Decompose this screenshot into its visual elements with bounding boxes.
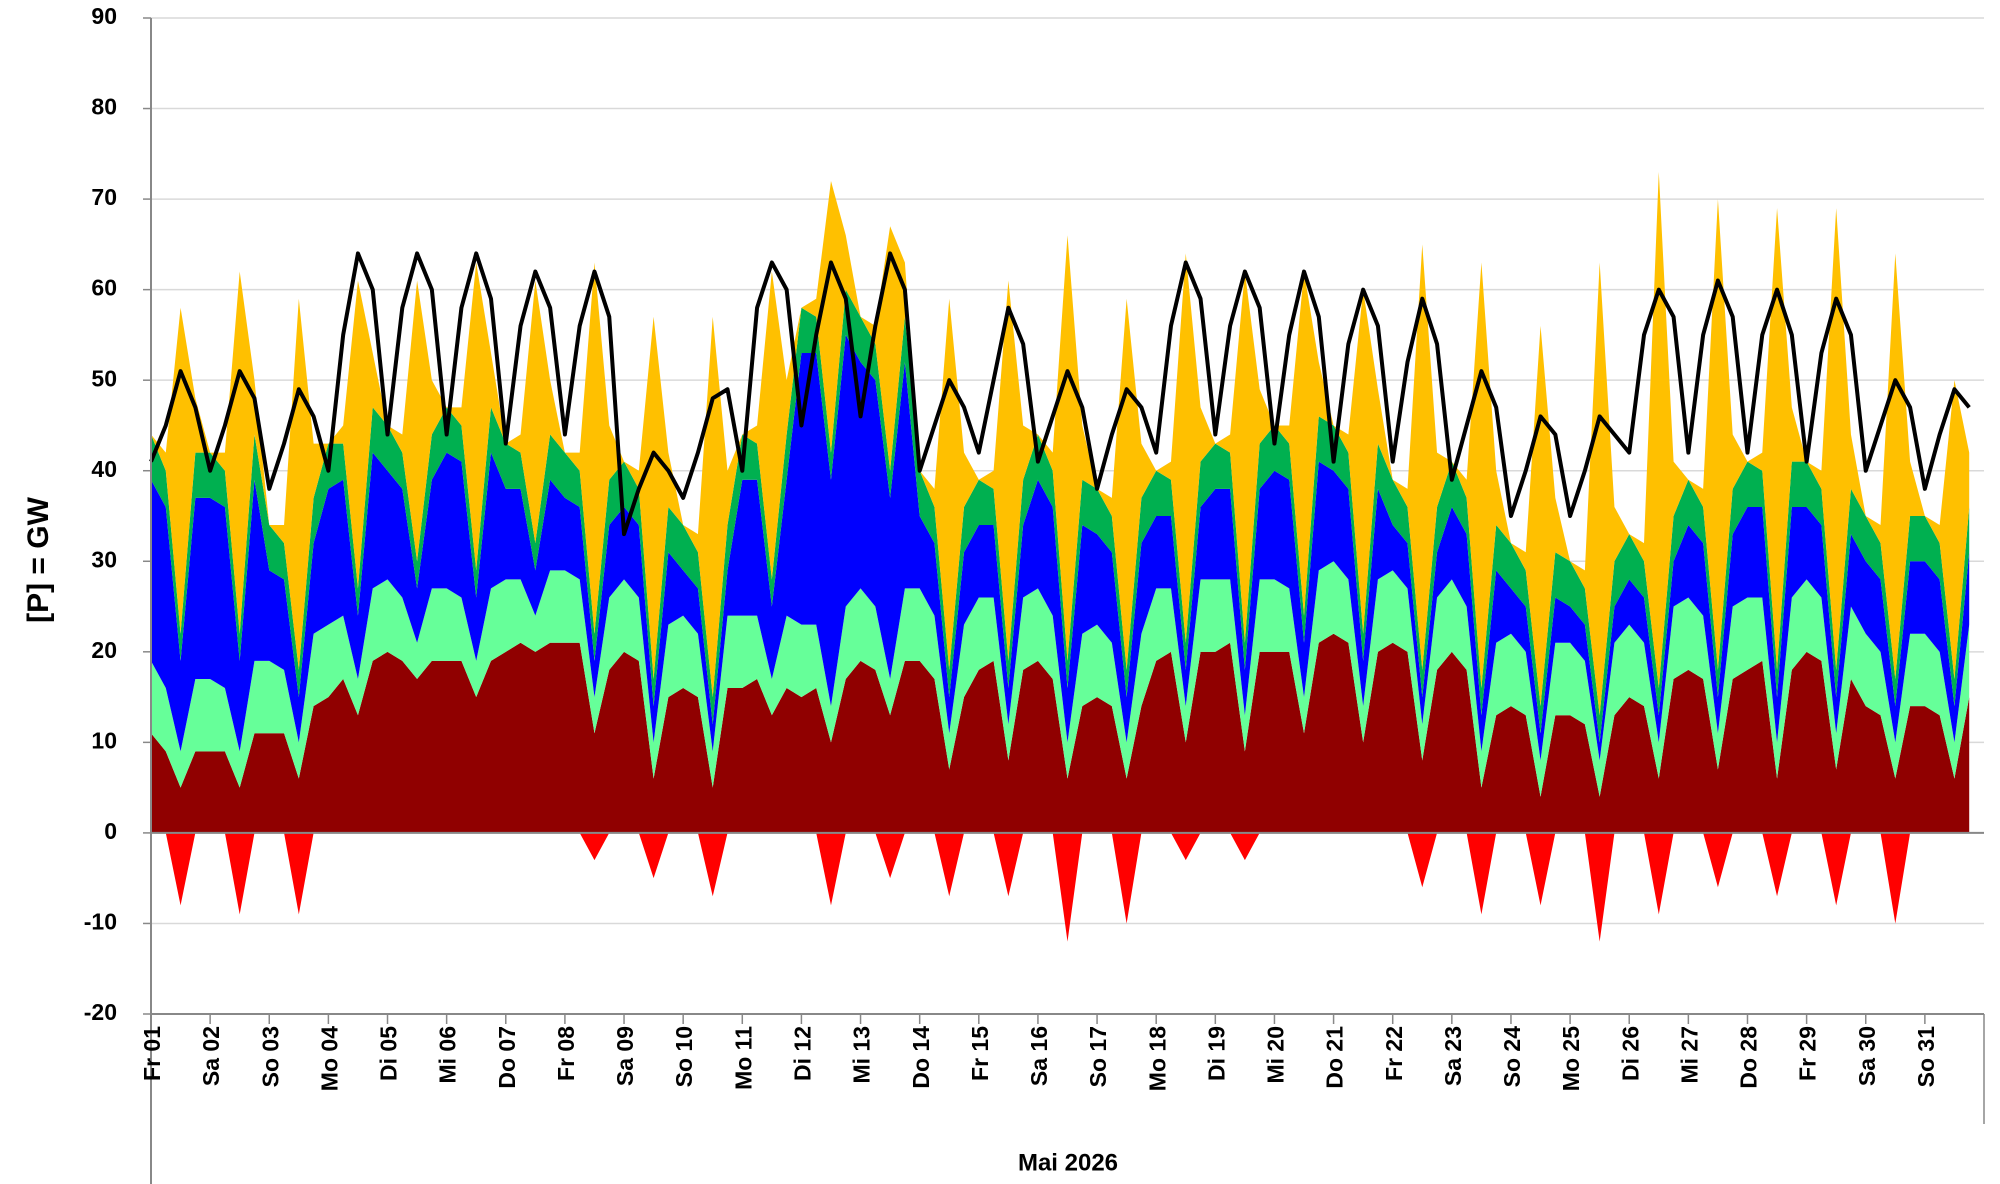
area [151, 171, 1970, 716]
x-tick-label: Sa 30 [1854, 1026, 1880, 1086]
x-tick-label: Mi 13 [849, 1026, 875, 1084]
x-tick-label: Mo 11 [730, 1026, 756, 1090]
x-tick-label: Di 12 [789, 1026, 815, 1081]
x-tick-label: Fr 22 [1381, 1026, 1407, 1081]
y-tick-label: 0 [104, 818, 117, 844]
x-tick-label: Mo 18 [1144, 1026, 1170, 1091]
x-tick-label: Fr 08 [553, 1026, 579, 1081]
y-tick-label: 20 [91, 637, 117, 663]
y-tick-label: -10 [84, 909, 117, 935]
x-tick-label: Mi 20 [1263, 1026, 1289, 1084]
x-tick-label: Di 05 [376, 1026, 402, 1081]
x-tick-label: Fr 15 [967, 1026, 993, 1081]
x-tick-label: Fr 01 [139, 1026, 165, 1081]
x-tick-label: Sa 02 [198, 1026, 224, 1086]
y-axis-title: [P] = GW [22, 496, 55, 623]
x-tick-label: Mi 27 [1676, 1026, 1702, 1084]
y-tick-label: -20 [84, 999, 117, 1025]
y-tick-label: 90 [91, 3, 117, 29]
y-tick-label: 50 [91, 365, 117, 391]
x-tick-label: Mi 06 [435, 1026, 461, 1084]
y-tick-label: 40 [91, 456, 117, 482]
x-tick-label: Di 19 [1203, 1026, 1229, 1081]
x-tick-label: Di 26 [1617, 1026, 1643, 1081]
x-tick-label: Sa 16 [1026, 1026, 1052, 1086]
x-tick-label: So 31 [1913, 1026, 1939, 1088]
x-tick-label: So 10 [671, 1026, 697, 1087]
y-tick-label: 60 [91, 275, 117, 301]
area [151, 633, 1970, 833]
x-tick-label: Mo 25 [1558, 1026, 1584, 1091]
x-tick-label: Do 28 [1736, 1026, 1762, 1089]
x-tick-label: Mo 04 [316, 1026, 342, 1091]
y-tick-label: 30 [91, 546, 117, 572]
x-tick-label: Sa 09 [612, 1026, 638, 1086]
x-tick-label: So 24 [1499, 1026, 1525, 1088]
x-tick-label: Do 07 [494, 1026, 520, 1089]
x-tick-label: Fr 29 [1795, 1026, 1821, 1081]
x-tick-label: Sa 23 [1440, 1026, 1466, 1086]
x-tick-label: So 17 [1085, 1026, 1111, 1087]
y-tick-label: 80 [91, 94, 117, 120]
x-tick-label: Do 21 [1322, 1026, 1348, 1089]
x-tick-label: Do 14 [908, 1026, 934, 1089]
x-tick-label: So 03 [257, 1026, 283, 1087]
x-axis-title: Mai 2026 [1018, 1149, 1118, 1176]
area [151, 334, 1970, 761]
area [151, 832, 1970, 942]
y-tick-label: 10 [91, 727, 117, 753]
load-line [149, 251, 1971, 537]
y-tick-label: 70 [91, 184, 117, 210]
